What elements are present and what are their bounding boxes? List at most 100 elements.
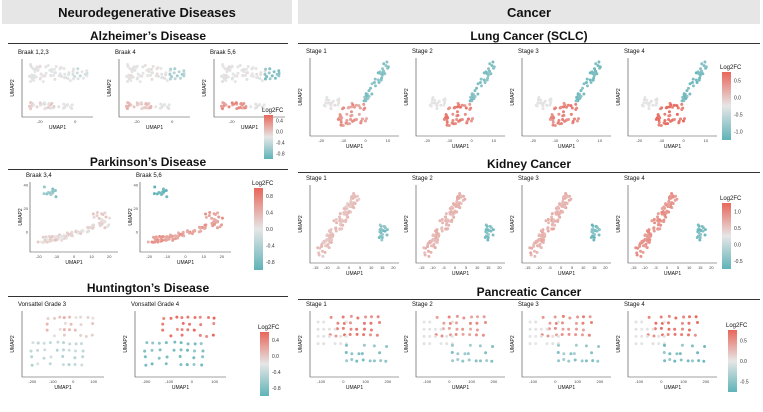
data-point [556,205,560,209]
data-point [150,348,154,352]
lung-panel-3: Stage 3 -20 -10 0 10 UMAP1 UMAP2 [510,49,611,150]
x-tick-label: -20 [37,119,44,124]
colorbar [722,72,731,140]
x-tick-label: 15 [592,265,597,270]
data-point [358,106,362,110]
data-point [207,315,211,319]
axis-lines [415,185,505,264]
data-point [634,320,638,324]
colorbar [728,330,737,392]
data-point [646,229,650,233]
data-point [651,103,655,107]
data-point [175,315,179,319]
data-point [553,315,557,319]
data-point [560,122,564,126]
data-point [680,99,684,103]
data-point [438,219,442,223]
panel-label: Stage 2 [412,49,433,55]
data-point [76,231,80,235]
data-point [70,106,74,110]
data-point [170,234,174,238]
data-point [445,123,449,127]
kid-rule [298,172,760,173]
data-point [63,321,67,325]
data-point [67,73,71,77]
data-point [535,250,539,254]
x-axis-label: UMAP1 [664,271,681,277]
data-point [340,116,344,120]
data-point [70,103,74,107]
data-point [204,212,208,216]
data-point [681,106,685,110]
data-point [483,81,487,85]
x-tick-label: 0 [74,119,77,124]
y-axis-label: UMAP2 [616,335,622,352]
axis-lines [521,58,611,137]
data-point [53,71,57,75]
data-point [459,195,463,199]
data-point [85,230,89,234]
data-point [557,214,561,218]
data-point [440,334,444,338]
data-point [463,112,467,116]
data-point [361,358,365,362]
data-point [581,328,585,332]
data-point [186,315,190,319]
data-point [182,234,186,238]
data-point [639,249,643,253]
data-point [466,352,470,356]
data-point [385,233,389,237]
data-point [351,119,355,123]
data-point [84,334,88,338]
data-point [146,73,150,77]
data-point [569,352,573,356]
data-point [376,71,380,75]
x-tick-label: 0 [73,254,76,259]
y-axis-label: UMAP2 [10,79,16,96]
x-tick-label: 100 [362,379,369,384]
legend-tick: 0.0 [740,359,747,365]
data-point [463,104,467,108]
data-point [553,326,557,330]
data-point [651,342,655,346]
data-point [370,82,374,86]
data-point [249,105,253,109]
x-tick-label: 0 [184,254,187,259]
data-point [449,210,453,214]
data-point [162,190,166,194]
x-tick-label: 0 [666,265,669,270]
data-point [528,342,532,346]
data-point [333,342,337,346]
data-point [54,65,58,69]
data-point [657,120,661,124]
data-point [367,89,371,93]
data-point [162,317,166,321]
data-point [431,95,435,99]
data-point [580,333,584,337]
data-point [697,231,701,235]
data-point [163,77,167,81]
data-point [528,320,532,324]
data-point [126,80,130,84]
data-point [557,359,561,363]
data-point [566,117,570,121]
x-axis-label: UMAP1 [49,125,66,131]
data-point [556,343,560,347]
data-point [373,77,377,81]
data-point [341,123,345,127]
y-axis-label: UMAP2 [10,335,16,352]
data-point [557,118,561,122]
data-point [38,77,42,81]
x-tick-label: 0 [554,379,557,384]
data-point [469,327,473,331]
data-point [680,321,684,325]
data-point [199,342,203,346]
data-point [487,69,491,73]
data-point [320,243,324,247]
data-point [370,92,374,96]
data-point [331,233,335,237]
data-point [681,119,685,123]
data-point [348,332,352,336]
data-point [433,246,437,250]
legend-tick: 0.4 [266,211,273,217]
